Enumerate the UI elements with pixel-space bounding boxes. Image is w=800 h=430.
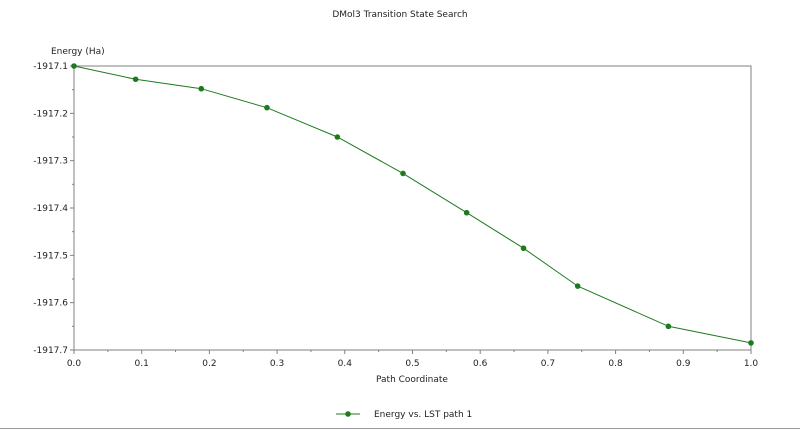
x-tick-label: 0.0 [67, 359, 82, 369]
data-point [132, 76, 139, 83]
series-layer [71, 63, 754, 346]
x-tick-label: 0.5 [405, 359, 419, 369]
data-point [665, 323, 672, 330]
x-tick-label: 0.1 [135, 359, 149, 369]
x-tick-label: 0.6 [473, 359, 488, 369]
y-tick-label: -1917.3 [33, 157, 68, 167]
data-point [463, 209, 470, 216]
data-point [198, 85, 205, 92]
x-axis-label: Path Coordinate [376, 375, 448, 385]
y-tick-label: -1917.4 [33, 204, 68, 214]
data-point [574, 283, 581, 289]
x-tick-label: 0.9 [676, 359, 691, 369]
data-point [71, 63, 77, 69]
data-point [748, 340, 754, 346]
legend-marker-icon [345, 411, 351, 417]
y-tick-label: -1917.2 [33, 109, 68, 119]
data-point [520, 245, 527, 252]
x-tick-label: 0.4 [338, 359, 353, 369]
legend-label: Energy vs. LST path 1 [374, 410, 472, 420]
y-tick-label: -1917.1 [33, 62, 68, 72]
y-tick-label: -1917.7 [33, 346, 68, 356]
data-point [334, 134, 341, 140]
x-tick-label: 0.3 [270, 359, 284, 369]
data-point [400, 170, 406, 177]
y-tick-label: -1917.6 [33, 299, 68, 309]
x-axis: 0.0 0.1 0.2 0.3 0.4 0.5 0.6 0.7 0.8 0.9 1.0 [67, 350, 759, 369]
x-tick-label: 1.0 [744, 359, 759, 369]
chart-title: DMol3 Transition State Search [332, 10, 467, 20]
legend: Energy vs. LST path 1 [336, 410, 472, 420]
x-tick-label: 0.7 [541, 359, 555, 369]
y-axis-label: Energy (Ha) [51, 47, 105, 57]
y-tick-label: -1917.5 [33, 251, 68, 261]
data-point [264, 104, 270, 111]
x-tick-label: 0.8 [608, 359, 623, 369]
x-tick-label: 0.2 [202, 359, 216, 369]
